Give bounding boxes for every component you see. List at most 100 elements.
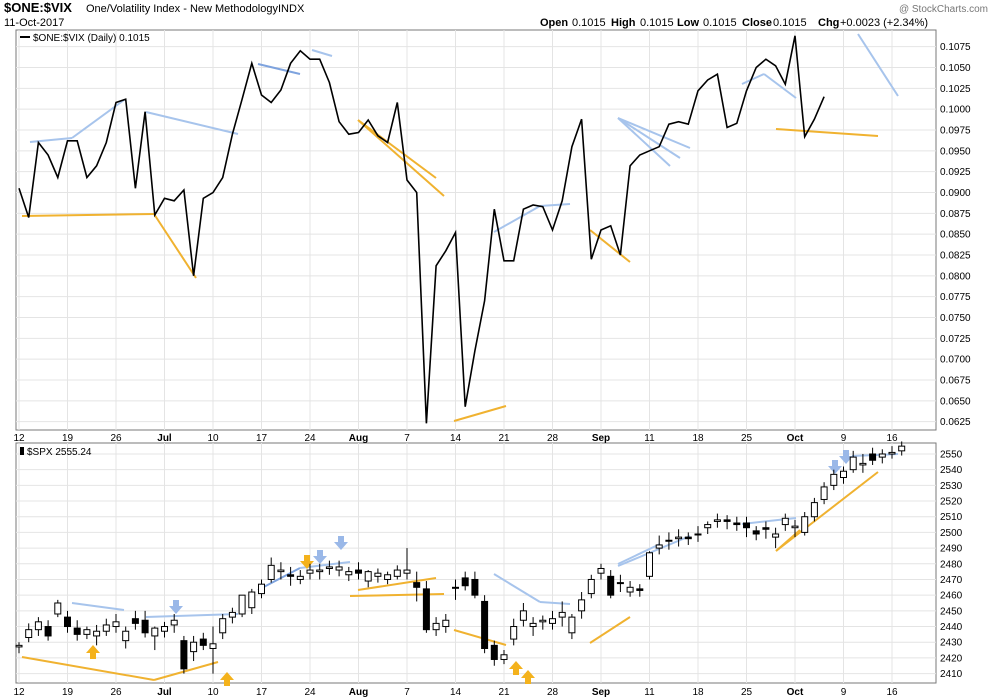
vix-y-tick-label: 0.0700 [940,355,971,366]
vix-trend-orange [453,405,507,422]
spx-candle [199,632,207,651]
spx-candle-body [859,462,867,466]
spx-candle [180,635,188,674]
vix-y-tick-label: 0.0675 [940,376,971,387]
x-tick-label: Jul [157,433,172,444]
spx-candle-body [374,572,382,577]
spx-candle-body [713,519,721,522]
spx-candle [791,519,799,538]
spx-trend-blue [539,601,571,605]
spx-candle-body [558,611,566,618]
vix-trend-blue [311,49,333,57]
vix-trend-blue [741,73,765,85]
x-tick-label: 24 [304,687,316,698]
vix-y-tick-label: 0.0650 [940,396,971,407]
x-tick-label: 12 [13,687,25,698]
spx-trend-orange [453,629,507,646]
spx-candle-body [267,564,275,580]
vix-trend-orange [775,128,879,137]
spx-candle-body [73,627,81,635]
spx-candle [461,571,469,591]
blue-down-arrow-icon [839,450,853,464]
spx-candle [820,482,828,505]
spx-candle-body [481,600,489,649]
spx-candle-body [490,644,498,660]
spx-candle-body [277,569,285,573]
spx-candle [859,453,867,473]
spx-candle-body [432,622,440,631]
spx-candle [781,513,789,531]
spx-candle-body [83,629,91,635]
spx-candle-body [335,566,343,571]
vix-y-tick-label: 0.0825 [940,251,971,262]
spx-candle [733,516,741,531]
blue-down-arrow-icon [334,536,348,550]
spx-candle-body [151,627,159,637]
spx-candle-body [549,618,556,624]
vix-y-tick-label: 0.0750 [940,313,971,324]
x-tick-label: 7 [404,433,410,444]
spx-candle-body [180,640,188,670]
spx-candle-body [791,525,799,529]
x-tick-label: 26 [110,433,122,444]
spx-candle-body [306,569,314,574]
spx-candle [549,610,556,630]
spx-candle [209,626,217,674]
spx-candle [888,446,896,459]
spx-candle-body [616,582,624,585]
spx-candle [713,513,721,528]
spx-candle [558,601,566,627]
spx-candle [471,571,479,599]
spx-candle [393,565,401,580]
spx-candle-body [597,567,605,574]
x-tick-label: 11 [644,433,655,444]
spx-y-tick-label: 2430 [940,638,963,649]
vix-trend-orange [357,119,445,197]
spx-candle [161,621,168,638]
x-tick-label: Oct [787,687,804,698]
spx-candle-body [228,611,236,618]
x-tick-label: Sep [592,687,610,698]
spx-y-tick-label: 2440 [940,622,963,633]
low-label: Low [677,17,699,29]
vix-y-tick-label: 0.1025 [940,84,971,95]
vix-trend-blue [145,111,239,135]
x-tick-label: Oct [787,433,804,444]
spx-candle-body [684,536,692,540]
spx-legend-swatch [20,447,24,455]
vix-y-tick-label: 0.0800 [940,271,971,282]
open-label: Open [540,17,568,29]
low-value: 0.1015 [703,17,737,29]
spx-candle-body [364,571,372,582]
vix-gridlines [16,30,936,430]
spx-candle [219,613,227,640]
spx-candle [384,571,392,585]
spx-candle-body [112,621,120,628]
vix-trend-orange [357,119,437,179]
spx-y-tick-label: 2480 [940,559,963,570]
spx-candle [287,566,295,586]
spx-candle-body [355,569,362,574]
spx-candle [772,527,780,549]
spx-candle-body [529,622,537,628]
spx-candle-body [733,522,741,526]
x-tick-label: 10 [207,433,219,444]
spx-candle [723,515,731,530]
spx-candle [316,563,324,580]
spx-candle-body [898,445,906,452]
spx-candle [122,626,130,649]
spx-candle [345,566,353,582]
spx-candle [704,521,712,534]
spx-candle [93,624,101,646]
vix-trend-blue [493,205,541,233]
spx-candle [626,581,634,597]
spx-candle [578,592,586,619]
ohlc-readout: Open 0.1015 High 0.1015 Low 0.1015 Close… [540,17,928,29]
spx-trend-orange [21,656,155,681]
spx-candle [529,617,537,636]
spx-y-axis: 2550 2540 2530 2520 2510 2500 2490 2480 2470 2460… [940,449,963,680]
spx-candle [646,551,653,580]
x-tick-label: 21 [498,687,510,698]
spx-candle [587,574,595,599]
vix-trend-blue [617,117,691,149]
